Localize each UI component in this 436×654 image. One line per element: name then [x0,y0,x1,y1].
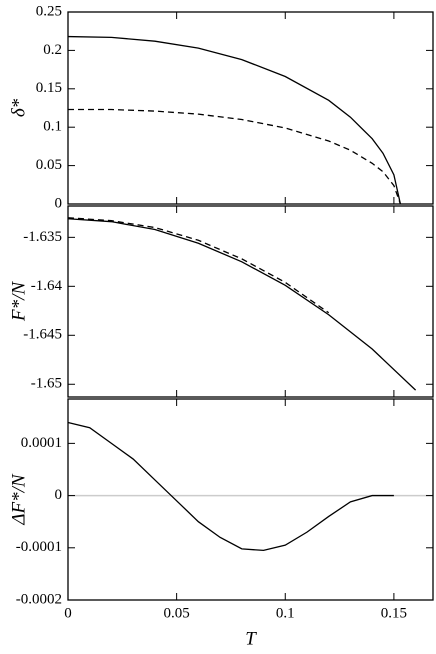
y-tick-label: 0.0001 [21,435,62,451]
x-tick-label: 0 [64,605,72,621]
x-tick-label: 0.15 [381,605,407,621]
plot-frame [67,398,434,601]
y-axis-label: ΔF*/N [8,473,29,526]
y-axis-label: δ* [8,98,29,117]
y-tick-label: -1.645 [23,327,62,343]
y-tick-label: -0.0001 [16,539,62,555]
y-tick-label: 0 [55,195,63,211]
y-tick-label: 0.2 [43,42,62,58]
y-tick-label: -0.0002 [16,591,62,607]
data-line [67,35,402,205]
data-line [68,108,402,205]
x-tick-label: 0.05 [164,605,190,621]
y-tick-label: 0.15 [36,80,62,96]
plot-frame [67,11,434,205]
data-line [67,218,417,391]
x-tick-label: 0.1 [276,605,295,621]
y-tick-label: -1.635 [23,229,62,245]
y-tick-label: 0 [55,487,63,503]
y-tick-label: 0.05 [36,157,62,173]
y-axis-label: F*/N [8,281,29,322]
data-line [67,421,394,552]
x-axis-label: T [245,628,257,649]
plot-frame [67,205,434,398]
y-tick-label: -1.64 [31,278,63,294]
data-line [67,217,330,314]
y-tick-label: 0.1 [43,119,62,135]
y-tick-label: 0.25 [36,3,62,19]
y-tick-label: -1.65 [31,376,62,392]
